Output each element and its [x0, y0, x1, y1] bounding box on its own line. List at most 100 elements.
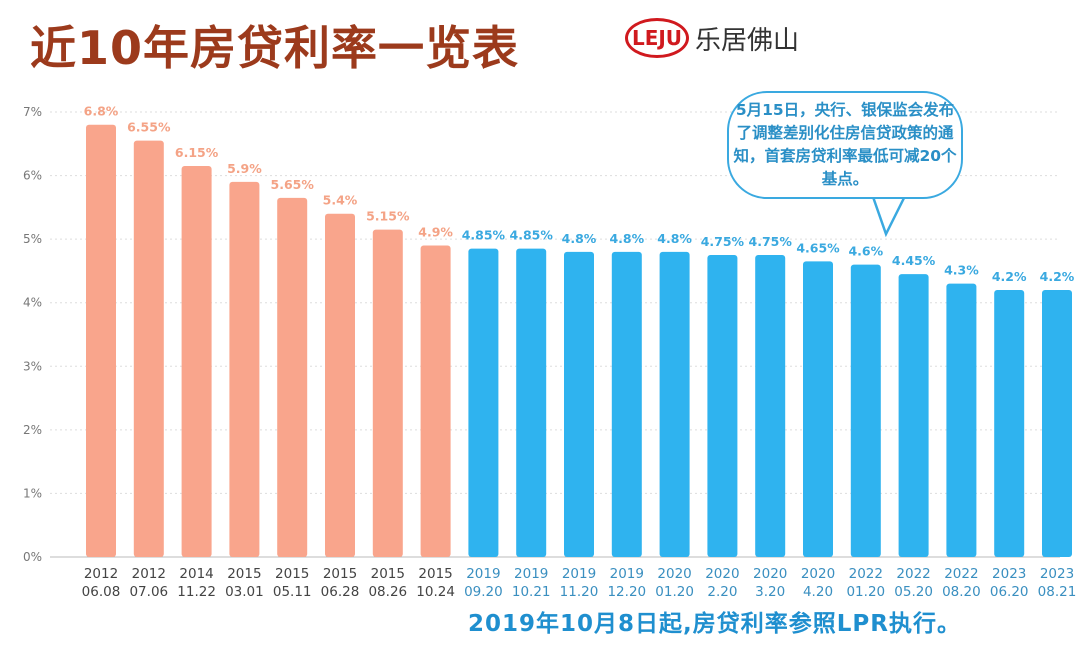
logo-text: 乐居佛山 — [695, 25, 800, 56]
x-tick-year: 2015 — [323, 566, 357, 582]
bar — [898, 274, 929, 557]
x-tick-date: 11.20 — [560, 584, 599, 600]
bar — [1042, 290, 1072, 557]
x-tick-year: 2012 — [132, 566, 166, 582]
bar — [86, 124, 116, 557]
bar — [707, 255, 738, 558]
x-tick-date: 07.06 — [129, 584, 168, 600]
data-label: 4.2% — [992, 269, 1027, 284]
data-label: 5.15% — [366, 209, 410, 224]
y-tick-label: 2% — [23, 423, 42, 437]
x-tick-year: 2019 — [514, 566, 548, 582]
x-tick-date: 08.26 — [368, 584, 407, 600]
x-tick-year: 2020 — [801, 566, 835, 582]
bar — [659, 251, 690, 557]
x-tick-date: 3.20 — [755, 584, 785, 600]
bar — [181, 166, 212, 558]
data-label: 5.65% — [271, 177, 315, 192]
bar — [564, 251, 594, 557]
x-tick-date: 06.20 — [990, 584, 1029, 600]
y-tick-label: 7% — [23, 105, 42, 119]
x-tick-date: 01.20 — [846, 584, 885, 600]
x-tick-date: 08.21 — [1038, 584, 1077, 600]
data-label: 6.15% — [175, 145, 219, 160]
x-tick-date: 2.20 — [707, 584, 737, 600]
x-tick-year: 2020 — [753, 566, 787, 582]
data-label: 6.8% — [84, 104, 119, 119]
x-tick-year: 2015 — [275, 566, 309, 582]
x-tick-date: 05.20 — [894, 584, 933, 600]
x-tick-date: 08.20 — [942, 584, 981, 600]
x-tick-date: 10.21 — [512, 584, 551, 600]
data-label: 4.8% — [657, 231, 692, 246]
y-tick-label: 1% — [23, 486, 42, 500]
x-tick-year: 2015 — [418, 566, 452, 582]
x-tick-year: 2020 — [657, 566, 691, 582]
bar — [325, 213, 355, 557]
bar — [516, 248, 547, 557]
x-tick-date: 09.20 — [464, 584, 503, 600]
x-tick-year: 2012 — [84, 566, 118, 582]
x-tick-date: 05.11 — [273, 584, 312, 600]
x-tick-year: 2019 — [610, 566, 644, 582]
bar — [755, 255, 786, 558]
bar — [803, 261, 833, 557]
bar — [229, 181, 260, 557]
page-title: 近10年房贷利率一览表 — [30, 21, 520, 75]
x-tick-year: 2015 — [371, 566, 405, 582]
data-label: 4.75% — [749, 234, 793, 249]
leju-logo-icon: LEJU — [625, 18, 689, 58]
data-label: 4.3% — [944, 263, 979, 278]
x-tick-year: 2019 — [562, 566, 596, 582]
x-tick-date: 10.24 — [416, 584, 455, 600]
bar — [133, 140, 164, 557]
x-tick-year: 2023 — [992, 566, 1026, 582]
x-tick-year: 2014 — [179, 566, 213, 582]
bar — [420, 245, 451, 557]
x-tick-year: 2023 — [1040, 566, 1074, 582]
logo: LEJU 乐居佛山 — [625, 18, 799, 58]
x-tick-date: 4.20 — [803, 584, 833, 600]
y-tick-label: 5% — [23, 232, 42, 246]
x-tick-year: 2019 — [466, 566, 500, 582]
annotation-bubble: 5月15日，央行、银保监会发布了调整差别化住房信贷政策的通知，首套房贷利率最低可… — [727, 91, 963, 199]
data-label: 5.4% — [323, 193, 358, 208]
data-label: 6.55% — [127, 120, 171, 135]
bar — [468, 248, 499, 557]
bar — [372, 229, 403, 557]
data-label: 4.65% — [796, 240, 840, 255]
data-label: 4.45% — [892, 253, 936, 268]
y-tick-label: 3% — [23, 359, 42, 373]
y-tick-label: 4% — [23, 296, 42, 310]
x-tick-year: 2022 — [896, 566, 930, 582]
data-label: 4.85% — [510, 228, 554, 243]
x-tick-year: 2020 — [705, 566, 739, 582]
data-label: 4.2% — [1040, 269, 1075, 284]
x-tick-date: 06.28 — [321, 584, 360, 600]
bar — [611, 251, 642, 557]
bar — [850, 264, 881, 557]
y-tick-label: 0% — [23, 550, 42, 564]
data-label: 5.9% — [227, 161, 262, 176]
x-tick-year: 2022 — [944, 566, 978, 582]
bar — [277, 197, 308, 558]
data-label: 4.9% — [418, 225, 453, 240]
x-tick-date: 11.22 — [177, 584, 216, 600]
data-label: 4.8% — [609, 231, 644, 246]
bubble-tail — [870, 193, 908, 238]
data-label: 4.8% — [562, 231, 597, 246]
data-label: 4.85% — [462, 228, 506, 243]
bar — [946, 283, 977, 557]
x-tick-year: 2015 — [227, 566, 261, 582]
x-tick-date: 01.20 — [655, 584, 694, 600]
data-label: 4.6% — [848, 244, 883, 259]
data-label: 4.75% — [701, 234, 745, 249]
x-tick-date: 03.01 — [225, 584, 264, 600]
footer-note: 2019年10月8日起,房贷利率参照LPR执行。 — [468, 611, 961, 637]
x-tick-year: 2022 — [849, 566, 883, 582]
y-tick-label: 6% — [23, 169, 42, 183]
bar — [994, 290, 1025, 557]
x-tick-date: 06.08 — [82, 584, 121, 600]
x-tick-date: 12.20 — [607, 584, 646, 600]
